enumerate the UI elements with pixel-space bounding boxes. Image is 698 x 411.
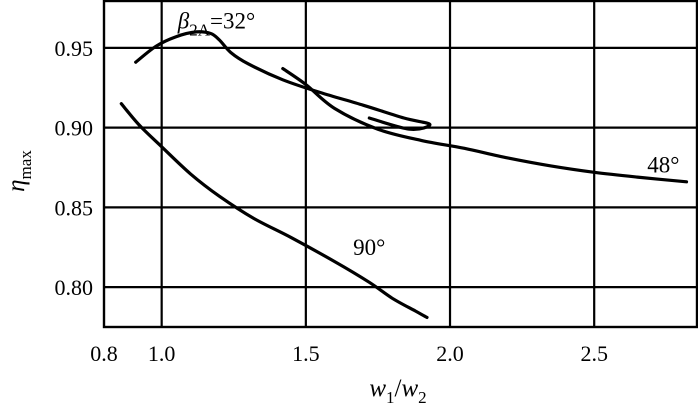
- y-tick-label: 0.85: [55, 195, 94, 220]
- y-tick-label: 0.95: [55, 36, 94, 61]
- x-tick-label: 2.0: [436, 341, 464, 366]
- x-axis-label: w1/w2: [369, 375, 426, 407]
- x-tick-label: 0.8: [90, 341, 118, 366]
- series-label-90-degrees: 90°: [353, 235, 385, 260]
- series-line-32-degrees: [134, 30, 432, 131]
- series-lines: [119, 30, 689, 319]
- y-axis-label: ηmax: [3, 150, 35, 192]
- series-line-48-degrees: [281, 67, 689, 184]
- y-tick-label: 0.90: [55, 116, 94, 141]
- series-label-48-degrees: 48°: [647, 152, 679, 177]
- x-tick-label: 1.0: [148, 341, 176, 366]
- series-label-32-degrees: β2A=32°: [177, 9, 255, 40]
- y-tick-label: 0.80: [55, 275, 94, 300]
- tick-labels: 0.8 1.0 1.5 2.0 2.5 0.95 0.90 0.85 0.80: [55, 36, 608, 366]
- x-tick-label: 1.5: [292, 341, 320, 366]
- series-line-90-degrees: [119, 102, 429, 319]
- grid-lines: [104, 0, 698, 327]
- series-labels: β2A=32° 48° 90°: [177, 9, 680, 261]
- x-tick-label: 2.5: [580, 341, 608, 366]
- plot-area-border: [102, 0, 698, 329]
